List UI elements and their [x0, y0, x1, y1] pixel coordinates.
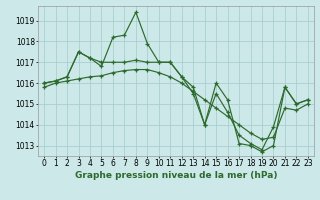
- X-axis label: Graphe pression niveau de la mer (hPa): Graphe pression niveau de la mer (hPa): [75, 171, 277, 180]
